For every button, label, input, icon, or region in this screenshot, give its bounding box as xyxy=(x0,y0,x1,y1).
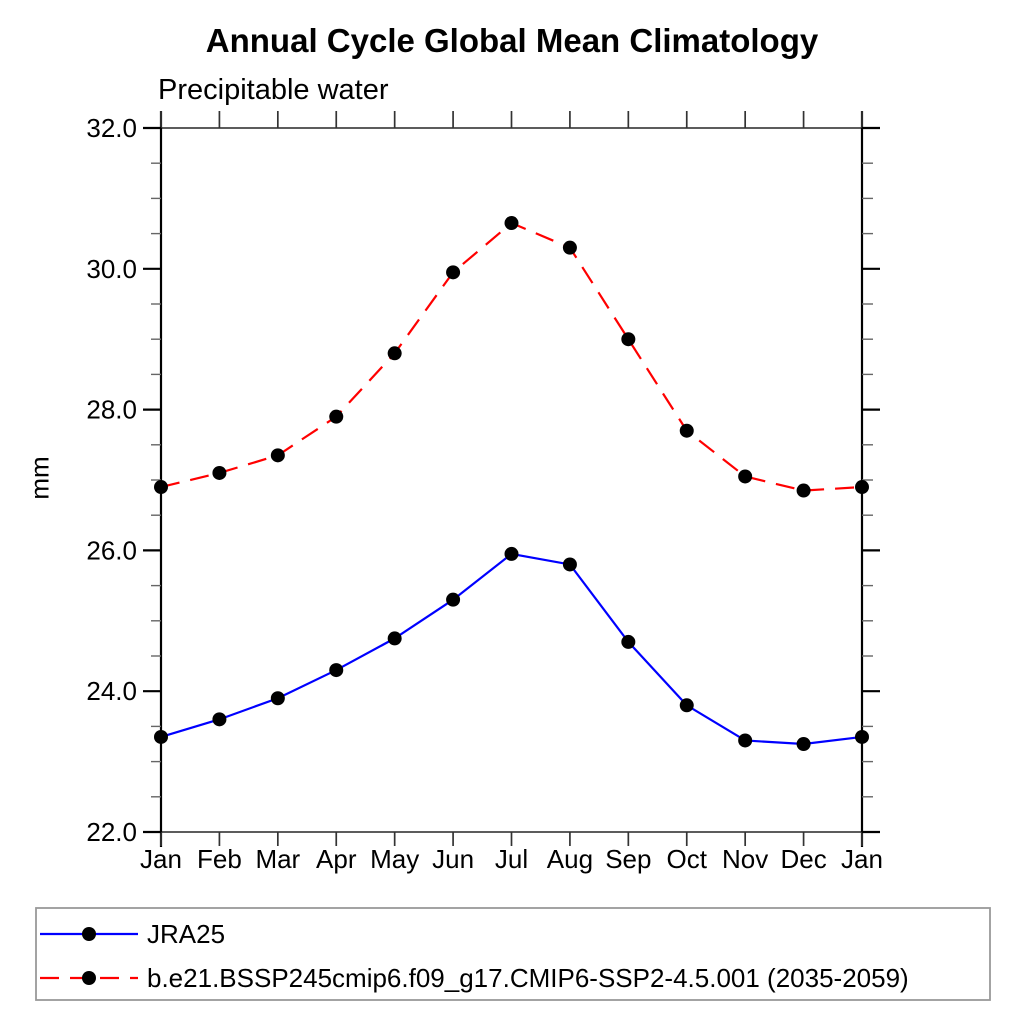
data-point-marker xyxy=(679,423,694,438)
legend-label: b.e21.BSSP245cmip6.f09_g17.CMIP6-SSP2-4.… xyxy=(147,963,909,993)
y-tick-label: 26.0 xyxy=(86,535,137,565)
x-tick-label: Jan xyxy=(140,844,182,874)
chart-subtitle: Precipitable water xyxy=(158,74,389,106)
data-point-marker xyxy=(329,663,344,678)
data-point-marker xyxy=(855,480,869,495)
data-point-marker xyxy=(387,346,402,361)
data-point-marker xyxy=(855,729,869,744)
x-tick-label: Sep xyxy=(605,844,651,874)
data-point-marker xyxy=(270,691,285,706)
y-tick-label: 24.0 xyxy=(86,676,137,706)
series-line-dashed xyxy=(160,221,863,492)
x-tick-label: Aug xyxy=(547,844,593,874)
data-point-marker xyxy=(738,733,753,748)
data-point-marker xyxy=(270,448,285,463)
x-tick-label: Feb xyxy=(197,844,242,874)
legend-marker xyxy=(82,927,96,941)
data-point-marker xyxy=(504,546,519,561)
x-tick-label: Jul xyxy=(495,844,528,874)
data-point-marker xyxy=(621,332,636,347)
data-point-marker xyxy=(796,483,811,498)
data-point-marker xyxy=(621,634,636,649)
y-tick-label: 28.0 xyxy=(86,395,137,425)
data-point-marker xyxy=(154,480,168,495)
legend-marker xyxy=(82,971,96,985)
data-point-marker xyxy=(738,469,753,484)
x-tick-label: Nov xyxy=(722,844,768,874)
y-tick-label: 22.0 xyxy=(86,817,137,847)
legend-box xyxy=(35,907,991,1001)
legend-label: JRA25 xyxy=(147,919,225,949)
data-point-marker xyxy=(212,465,227,480)
data-point-marker xyxy=(387,631,402,646)
x-tick-label: May xyxy=(370,844,419,874)
x-tick-label: Dec xyxy=(780,844,826,874)
x-tick-label: Apr xyxy=(316,844,357,874)
series-line-solid xyxy=(160,552,863,746)
data-point-marker xyxy=(329,409,344,424)
data-point-marker xyxy=(446,592,461,607)
chart-title: Annual Cycle Global Mean Climatology xyxy=(205,22,819,59)
x-tick-label: Jun xyxy=(432,844,474,874)
data-point-marker xyxy=(154,729,168,744)
data-point-marker xyxy=(446,265,461,280)
data-point-marker xyxy=(796,737,811,751)
x-tick-label: Jan xyxy=(841,844,883,874)
data-point-marker xyxy=(679,698,694,713)
y-tick-label: 32.0 xyxy=(86,113,137,143)
data-point-marker xyxy=(212,712,227,727)
data-point-marker xyxy=(562,240,577,255)
y-tick-label: 30.0 xyxy=(86,254,137,284)
data-point-marker xyxy=(504,216,519,231)
data-point-marker xyxy=(562,557,577,572)
x-tick-label: Oct xyxy=(667,844,708,874)
x-tick-label: Mar xyxy=(255,844,300,874)
